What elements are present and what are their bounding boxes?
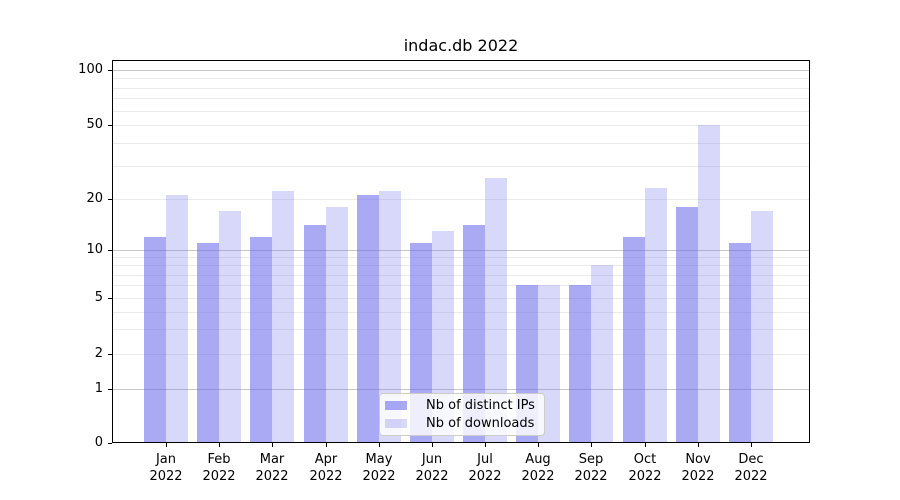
x-tick-label: Mar 2022 [255, 452, 289, 484]
legend-label-downloads: Nb of downloads [426, 416, 535, 432]
y-tick-mark [108, 354, 112, 355]
bar-distinct-ips [197, 243, 219, 443]
gridline-minor [112, 78, 810, 79]
bar-downloads [591, 265, 613, 443]
x-tick-label: Jan 2022 [149, 452, 183, 484]
gridline-minor [112, 199, 810, 200]
x-tick-label: Jul 2022 [468, 452, 502, 484]
bar-downloads [485, 178, 507, 443]
gridline-minor [112, 312, 810, 313]
legend-row-distinct-ips: Nb of distinct IPs [380, 398, 544, 413]
gridline-major [112, 250, 810, 251]
bar-distinct-ips [357, 195, 379, 443]
legend: Nb of distinct IPs Nb of downloads [379, 393, 545, 436]
bar-distinct-ips [676, 207, 698, 443]
y-tick-label: 50 [86, 117, 103, 132]
bar-distinct-ips [569, 285, 591, 443]
y-tick-mark [108, 125, 112, 126]
gridline-major [112, 70, 810, 71]
legend-row-downloads: Nb of downloads [380, 416, 544, 431]
x-tick-label: Apr 2022 [309, 452, 343, 484]
legend-swatch-downloads [385, 419, 407, 429]
x-tick-mark [698, 443, 699, 447]
bar-downloads [166, 195, 188, 443]
x-tick-mark [485, 443, 486, 447]
gridline-minor [112, 125, 810, 126]
bar-distinct-ips [144, 237, 166, 443]
gridline-minor [112, 257, 810, 258]
gridline-minor [112, 111, 810, 112]
gridline-minor [112, 166, 810, 167]
gridline-minor [112, 285, 810, 286]
bar-distinct-ips [463, 225, 485, 443]
gridline-major [112, 389, 810, 390]
gridline-minor [112, 275, 810, 276]
bar-downloads [219, 211, 241, 443]
x-tick-label: May 2022 [362, 452, 396, 484]
gridline-minor [112, 98, 810, 99]
x-tick-mark [272, 443, 273, 447]
x-tick-mark [432, 443, 433, 447]
x-tick-label: Aug 2022 [521, 452, 555, 484]
x-tick-mark [751, 443, 752, 447]
legend-swatch-distinct-ips [385, 400, 407, 410]
x-tick-mark [591, 443, 592, 447]
y-tick-mark [108, 443, 112, 444]
x-tick-mark [538, 443, 539, 447]
y-tick-label: 5 [94, 290, 103, 305]
x-tick-mark [326, 443, 327, 447]
bar-distinct-ips [729, 243, 751, 443]
bar-distinct-ips [623, 237, 645, 443]
gridline-minor [112, 88, 810, 89]
y-tick-label: 0 [94, 435, 103, 450]
bar-downloads [272, 191, 294, 443]
bar-distinct-ips [250, 237, 272, 443]
bar-downloads [432, 231, 454, 443]
x-tick-mark [219, 443, 220, 447]
x-tick-label: Oct 2022 [628, 452, 662, 484]
y-tick-mark [108, 389, 112, 390]
y-tick-mark [108, 70, 112, 71]
gridline-minor [112, 298, 810, 299]
x-tick-mark [645, 443, 646, 447]
y-tick-label: 20 [86, 191, 103, 206]
bar-downloads [751, 211, 773, 443]
y-tick-label: 1 [94, 381, 103, 396]
y-tick-mark [108, 298, 112, 299]
gridline-minor [112, 265, 810, 266]
bar-downloads [645, 188, 667, 443]
y-tick-label: 100 [78, 62, 103, 77]
y-tick-label: 2 [94, 346, 103, 361]
bar-downloads [698, 125, 720, 443]
x-tick-mark [379, 443, 380, 447]
x-tick-label: Jun 2022 [415, 452, 449, 484]
y-tick-mark [108, 199, 112, 200]
x-tick-label: Dec 2022 [734, 452, 768, 484]
legend-label-distinct-ips: Nb of distinct IPs [426, 397, 535, 413]
gridline-minor [112, 354, 810, 355]
bar-downloads [379, 191, 401, 443]
plot-frame [112, 60, 810, 443]
gridline-minor [112, 329, 810, 330]
x-tick-label: Nov 2022 [681, 452, 715, 484]
x-tick-mark [166, 443, 167, 447]
bar-downloads [326, 207, 348, 443]
chart-title: indac.db 2022 [403, 36, 519, 55]
x-tick-label: Feb 2022 [202, 452, 236, 484]
y-tick-mark [108, 250, 112, 251]
x-tick-label: Sep 2022 [574, 452, 608, 484]
gridline-minor [112, 143, 810, 144]
y-tick-label: 10 [86, 242, 103, 257]
bar-distinct-ips [304, 225, 326, 443]
